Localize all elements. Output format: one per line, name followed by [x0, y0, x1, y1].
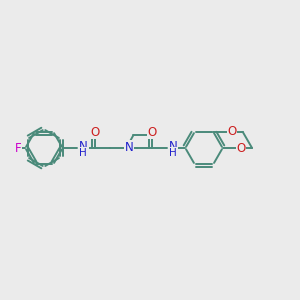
- Text: F: F: [15, 142, 22, 154]
- Text: N: N: [79, 140, 88, 153]
- Text: O: O: [227, 125, 237, 138]
- Text: O: O: [90, 126, 100, 139]
- Text: H: H: [169, 148, 176, 158]
- Text: N: N: [169, 140, 177, 153]
- Text: O: O: [147, 126, 157, 139]
- Text: H: H: [79, 148, 87, 158]
- Text: N: N: [124, 141, 133, 154]
- Text: O: O: [237, 142, 246, 154]
